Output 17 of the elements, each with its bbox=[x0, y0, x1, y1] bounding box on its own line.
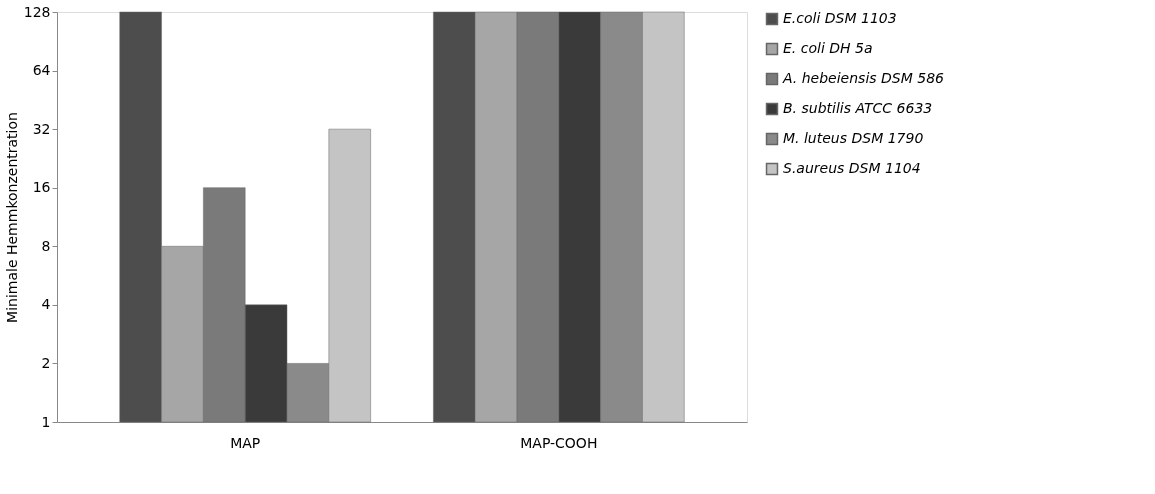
y-tick-label: 16 bbox=[32, 179, 51, 196]
y-tick-label: 128 bbox=[23, 3, 51, 20]
legend-label: M. luteus DSM 1790 bbox=[783, 130, 924, 146]
y-tick-label: 4 bbox=[41, 296, 51, 313]
y-tick-label: 64 bbox=[32, 62, 51, 79]
legend-label: B. subtilis ATCC 6633 bbox=[783, 100, 933, 116]
legend-label: S.aureus DSM 1104 bbox=[783, 160, 921, 176]
y-axis-title: Minimale Hemmkonzentration bbox=[3, 112, 20, 323]
y-tick-label: 8 bbox=[41, 237, 51, 254]
y-tick-label: 32 bbox=[32, 120, 51, 137]
x-tick-label: MAP bbox=[230, 434, 261, 451]
legend-label: E. coli DH 5a bbox=[783, 40, 873, 56]
x-tick-label: MAP-COOH bbox=[520, 434, 598, 451]
y-tick-label: 2 bbox=[41, 354, 51, 371]
legend-label: E.coli DSM 1103 bbox=[783, 10, 897, 26]
y-tick-label: 1 bbox=[41, 413, 51, 430]
legend-label: A. hebeiensis DSM 586 bbox=[782, 70, 945, 86]
